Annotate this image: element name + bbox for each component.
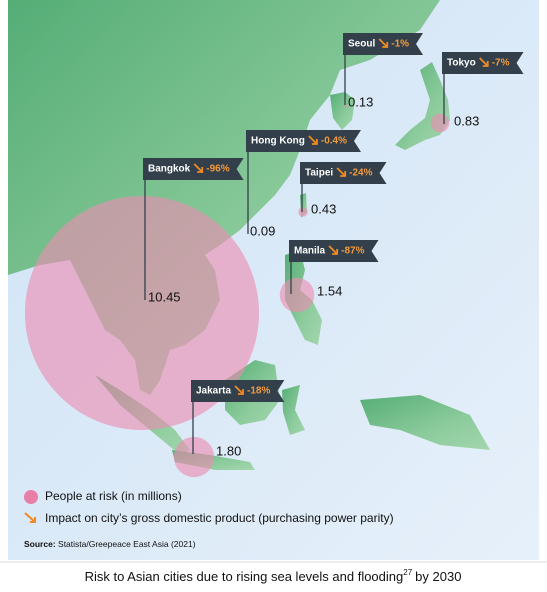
- city-layer: [24, 104, 450, 478]
- impact-value: -0.4%: [321, 136, 347, 147]
- flag: Jakarta -18%: [191, 380, 285, 402]
- flag: Bangkok -96%: [143, 158, 244, 180]
- legend-arrow: [24, 512, 36, 523]
- people-value: 10.45: [148, 289, 181, 304]
- city-name: Hong Kong: [251, 136, 305, 147]
- people-bubble: [298, 207, 308, 217]
- people-value: 1.80: [216, 443, 241, 458]
- people-bubble: [344, 104, 348, 108]
- legend-impact: Impact on city’s gross domestic product …: [45, 511, 394, 525]
- impact-value: -7%: [492, 58, 510, 69]
- impact-arrow: [308, 135, 318, 145]
- city-name: Jakarta: [196, 386, 231, 397]
- impact-arrow: [234, 385, 244, 395]
- people-bubble: [173, 436, 215, 478]
- people-value: 0.13: [348, 94, 373, 109]
- flag: Seoul -1%: [343, 33, 424, 55]
- flag-bg: [191, 380, 285, 402]
- impact-value: -24%: [349, 168, 372, 179]
- people-bubble: [430, 113, 450, 133]
- flag-bg: [143, 158, 244, 180]
- caption: Risk to Asian cities due to rising sea l…: [85, 568, 462, 584]
- impact-value: -1%: [391, 39, 409, 50]
- city-name: Seoul: [348, 39, 375, 50]
- flag: Manila -87%: [289, 240, 379, 262]
- city-name: Tokyo: [447, 58, 476, 69]
- caption-ref: 27: [403, 568, 412, 577]
- flag-bg: [246, 130, 361, 152]
- people-value: 0.09: [250, 223, 275, 238]
- impact-arrow: [479, 57, 489, 67]
- impact-arrow: [328, 245, 339, 255]
- people-bubble: [279, 277, 315, 313]
- source-text: Statista/Greepeace East Asia (2021): [58, 539, 196, 549]
- impact-arrow: [336, 167, 347, 177]
- impact-arrow: [193, 163, 204, 173]
- impact-value: -96%: [206, 164, 229, 175]
- source-label: Source:: [24, 539, 56, 549]
- flag-layer: 0.13 Seoul -1% 0.83 Tokyo -7% 0.09 Hong Kong -0.…: [143, 33, 524, 458]
- people-value: 1.54: [317, 283, 342, 298]
- caption-text: Risk to Asian cities due to rising sea l…: [85, 569, 404, 584]
- people-value: 0.43: [311, 201, 336, 216]
- flag: Tokyo -7%: [442, 52, 524, 74]
- caption-suffix: by 2030: [415, 569, 461, 584]
- city-name: Taipei: [305, 168, 333, 179]
- flag-bg: [442, 52, 524, 74]
- impact-arrow: [378, 38, 389, 48]
- source-label: Source: Statista/Greepeace East Asia (20…: [24, 539, 196, 549]
- city-name: Manila: [294, 246, 326, 257]
- impact-value: -87%: [341, 246, 364, 257]
- people-bubble: [24, 195, 260, 431]
- impact-value: -18%: [247, 386, 270, 397]
- caption-bar: [0, 562, 547, 592]
- flag: Hong Kong -0.4%: [246, 130, 361, 152]
- city-name: Bangkok: [148, 164, 191, 175]
- legend-people: People at risk (in millions): [45, 489, 182, 503]
- legend-swatch: [24, 490, 38, 504]
- flag: Taipei -24%: [300, 162, 387, 184]
- people-value: 0.83: [454, 113, 479, 128]
